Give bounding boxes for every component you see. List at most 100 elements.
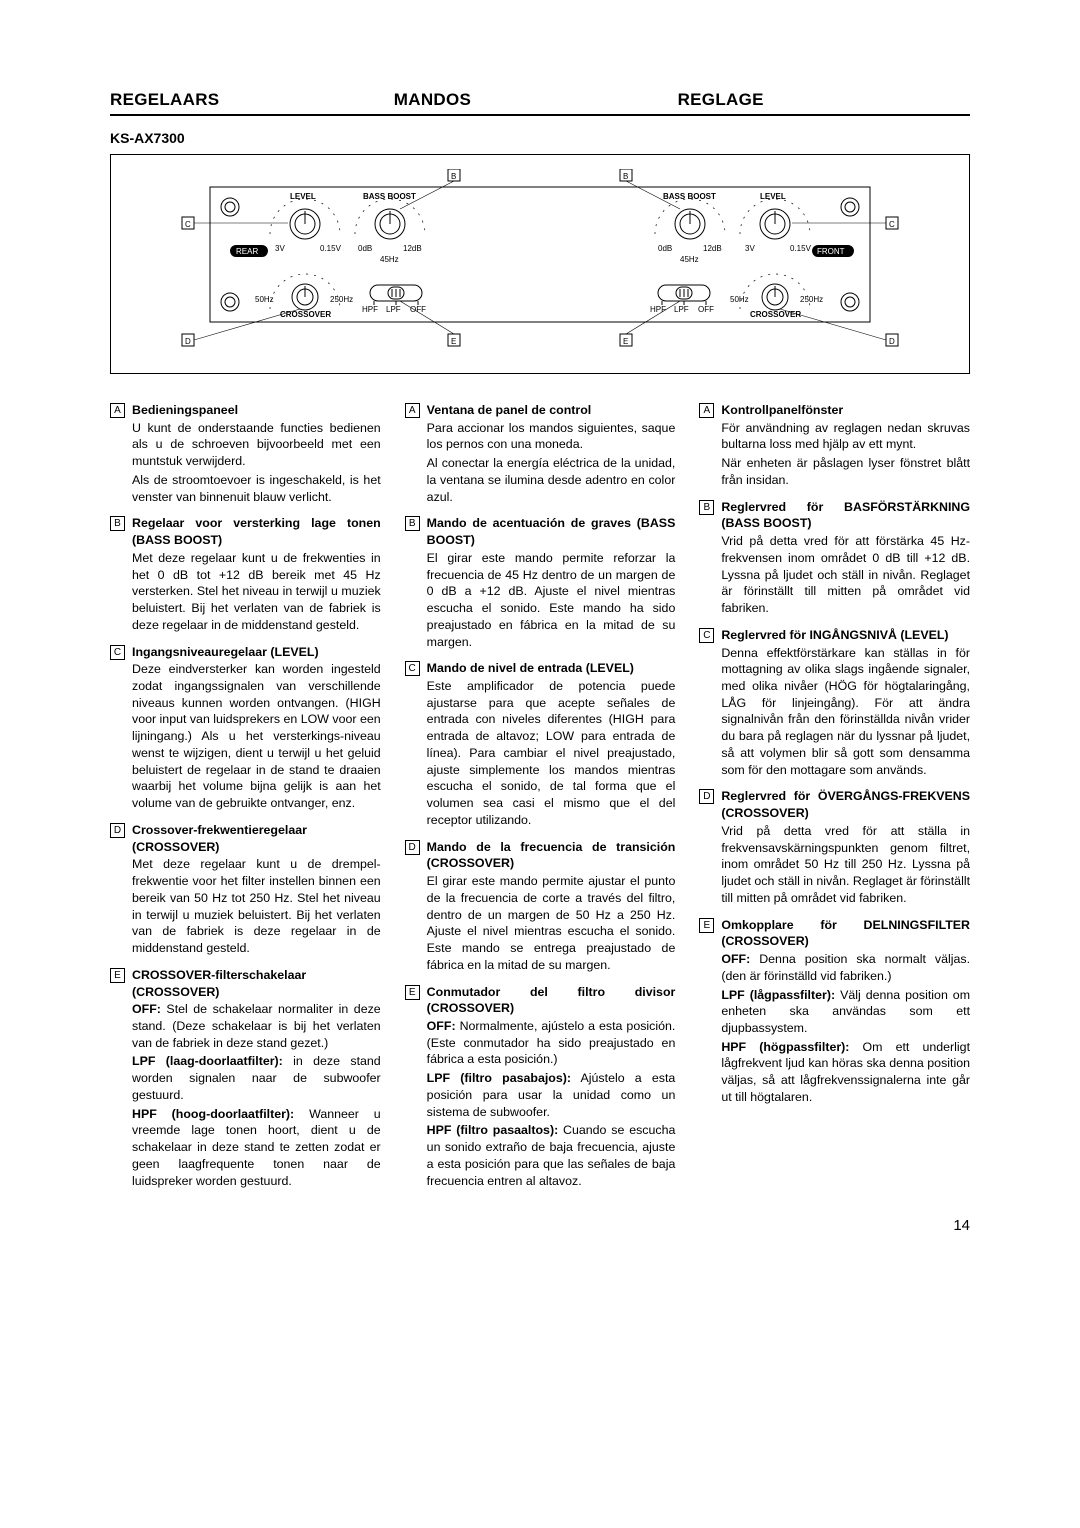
svg-text:12dB: 12dB	[403, 244, 422, 253]
item-body: OFF: Normalmente, ajústelo a esta posici…	[427, 1018, 676, 1189]
description-item: A BedieningspaneelU kunt de onderstaande …	[110, 402, 381, 505]
item-body: För användning av reglagen nedan skruvas…	[721, 420, 970, 489]
tag-box: A	[110, 403, 125, 418]
svg-text:0dB: 0dB	[658, 244, 672, 253]
section-headings: REGELAARS MANDOS REGLAGE	[110, 90, 970, 116]
svg-text:OFF: OFF	[410, 305, 426, 314]
tag-box: E	[110, 968, 125, 983]
item-body: Este amplificador de potencia puede ajus…	[427, 678, 676, 829]
item-title: Omkopplare för DELNINGSFILTER (CROSSOVER…	[721, 917, 970, 950]
item-title: Mando de la frecuencia de transición (CR…	[427, 839, 676, 872]
item-title: Mando de nivel de entrada (LEVEL)	[427, 660, 676, 677]
item-body: El girar este mando permite reforzar la …	[427, 550, 676, 650]
svg-text:0.15V: 0.15V	[320, 244, 342, 253]
heading-reglage: REGLAGE	[678, 90, 970, 110]
svg-text:CROSSOVER: CROSSOVER	[750, 310, 801, 319]
svg-text:E: E	[451, 337, 456, 346]
svg-text:HPF: HPF	[362, 305, 378, 314]
svg-text:D: D	[889, 337, 895, 346]
item-body: OFF: Stel de schakelaar normaliter in de…	[132, 1001, 381, 1189]
item-title: Ventana de panel de control	[427, 402, 676, 419]
svg-text:C: C	[185, 220, 191, 229]
item-body: Met deze regelaar kunt u de drempel-frek…	[132, 856, 381, 956]
tag-box: C	[699, 628, 714, 643]
tag-box: D	[699, 789, 714, 804]
tag-box: B	[699, 500, 714, 515]
tag-box: A	[405, 403, 420, 418]
svg-text:REAR: REAR	[236, 247, 258, 256]
description-item: BRegelaar voor versterking lage tonen (B…	[110, 515, 381, 633]
svg-text:LPF: LPF	[674, 305, 689, 314]
control-panel-diagram: LEVEL 3V 0.15V BASS BOOST 0dB 12dB 45Hz …	[110, 154, 970, 374]
description-item: D Mando de la frecuencia de transición (C…	[405, 839, 676, 974]
svg-text:250Hz: 250Hz	[800, 295, 823, 304]
item-title: CROSSOVER-filterschakelaar (CROSSOVER)	[132, 967, 381, 1000]
svg-text:LEVEL: LEVEL	[290, 192, 316, 201]
column-es: A Ventana de panel de controlPara acciona…	[405, 402, 676, 1199]
tag-box: D	[405, 840, 420, 855]
tag-box: C	[110, 645, 125, 660]
item-title: Bedieningspaneel	[132, 402, 381, 419]
svg-text:C: C	[889, 220, 895, 229]
svg-text:BASS BOOST: BASS BOOST	[663, 192, 716, 201]
description-item: E Omkopplare för DELNINGSFILTER (CROSSOVE…	[699, 917, 970, 1106]
page-number: 14	[110, 1217, 970, 1234]
heading-mandos: MANDOS	[394, 90, 678, 110]
svg-text:50Hz: 50Hz	[255, 295, 274, 304]
tag-box: B	[405, 516, 420, 531]
svg-text:0.15V: 0.15V	[790, 244, 812, 253]
svg-text:E: E	[623, 337, 628, 346]
description-item: D Crossover-frekwentieregelaar (CROSSOVER…	[110, 822, 381, 957]
tag-box: E	[405, 985, 420, 1000]
item-body: U kunt de onderstaande functies bedienen…	[132, 420, 381, 506]
heading-regelaars: REGELAARS	[110, 90, 394, 110]
tag-box: B	[110, 516, 125, 531]
description-item: CReglervred för INGÅNGSNIVÅ (LEVEL)Denna…	[699, 627, 970, 779]
item-body: Para accionar los mandos siguientes, saq…	[427, 420, 676, 506]
description-item: E CROSSOVER-filterschakelaar (CROSSOVER)O…	[110, 967, 381, 1190]
column-sv: A KontrollpanelfönsterFör användning av r…	[699, 402, 970, 1199]
svg-text:0dB: 0dB	[358, 244, 372, 253]
tag-box: D	[110, 823, 125, 838]
item-body: Deze eindversterker kan worden ingesteld…	[132, 661, 381, 812]
tag-box: A	[699, 403, 714, 418]
item-title: Kontrollpanelfönster	[721, 402, 970, 419]
description-item: A KontrollpanelfönsterFör användning av r…	[699, 402, 970, 489]
description-item: C Mando de nivel de entrada (LEVEL)Este a…	[405, 660, 676, 828]
item-body: Vrid på detta vred för att ställa in fre…	[721, 823, 970, 907]
svg-text:45Hz: 45Hz	[680, 255, 699, 264]
tag-box: C	[405, 661, 420, 676]
svg-text:12dB: 12dB	[703, 244, 722, 253]
svg-text:CROSSOVER: CROSSOVER	[280, 310, 331, 319]
item-title: Reglervred för INGÅNGSNIVÅ (LEVEL)	[721, 627, 970, 644]
svg-text:HPF: HPF	[650, 305, 666, 314]
svg-text:45Hz: 45Hz	[380, 255, 399, 264]
text-columns: A BedieningspaneelU kunt de onderstaande …	[110, 402, 970, 1199]
model-number: KS-AX7300	[110, 130, 970, 146]
item-body: El girar este mando permite ajustar el p…	[427, 873, 676, 973]
diagram-svg: LEVEL 3V 0.15V BASS BOOST 0dB 12dB 45Hz …	[129, 169, 951, 359]
svg-text:250Hz: 250Hz	[330, 295, 353, 304]
description-item: B Reglervred för BASFÖRSTÄRKNING (BASS BO…	[699, 499, 970, 617]
svg-text:3V: 3V	[275, 244, 285, 253]
svg-text:OFF: OFF	[698, 305, 714, 314]
item-body: Met deze regelaar kunt u de frekwenties …	[132, 550, 381, 634]
svg-text:3V: 3V	[745, 244, 755, 253]
svg-text:50Hz: 50Hz	[730, 295, 749, 304]
item-title: Mando de acentuación de graves (BASS BOO…	[427, 515, 676, 548]
item-title: Conmutador del filtro divisor (CROSSOVER…	[427, 984, 676, 1017]
item-title: Ingangsniveauregelaar (LEVEL)	[132, 644, 381, 661]
column-nl: A BedieningspaneelU kunt de onderstaande …	[110, 402, 381, 1199]
description-item: E Conmutador del filtro divisor (CROSSOVE…	[405, 984, 676, 1190]
item-title: Crossover-frekwentieregelaar (CROSSOVER)	[132, 822, 381, 855]
svg-text:FRONT: FRONT	[817, 247, 845, 256]
item-title: Reglervred för BASFÖRSTÄRKNING (BASS BOO…	[721, 499, 970, 532]
description-item: C Ingangsniveauregelaar (LEVEL)Deze eindv…	[110, 644, 381, 812]
item-title: Reglervred för ÖVERGÅNGS-FREKVENS (CROSS…	[721, 788, 970, 821]
description-item: B Mando de acentuación de graves (BASS BO…	[405, 515, 676, 650]
description-item: D Reglervred för ÖVERGÅNGS-FREKVENS (CROS…	[699, 788, 970, 906]
svg-text:D: D	[185, 337, 191, 346]
svg-text:LEVEL: LEVEL	[760, 192, 786, 201]
tag-box: E	[699, 918, 714, 933]
item-body: Vrid på detta vred för att förstärka 45 …	[721, 533, 970, 617]
